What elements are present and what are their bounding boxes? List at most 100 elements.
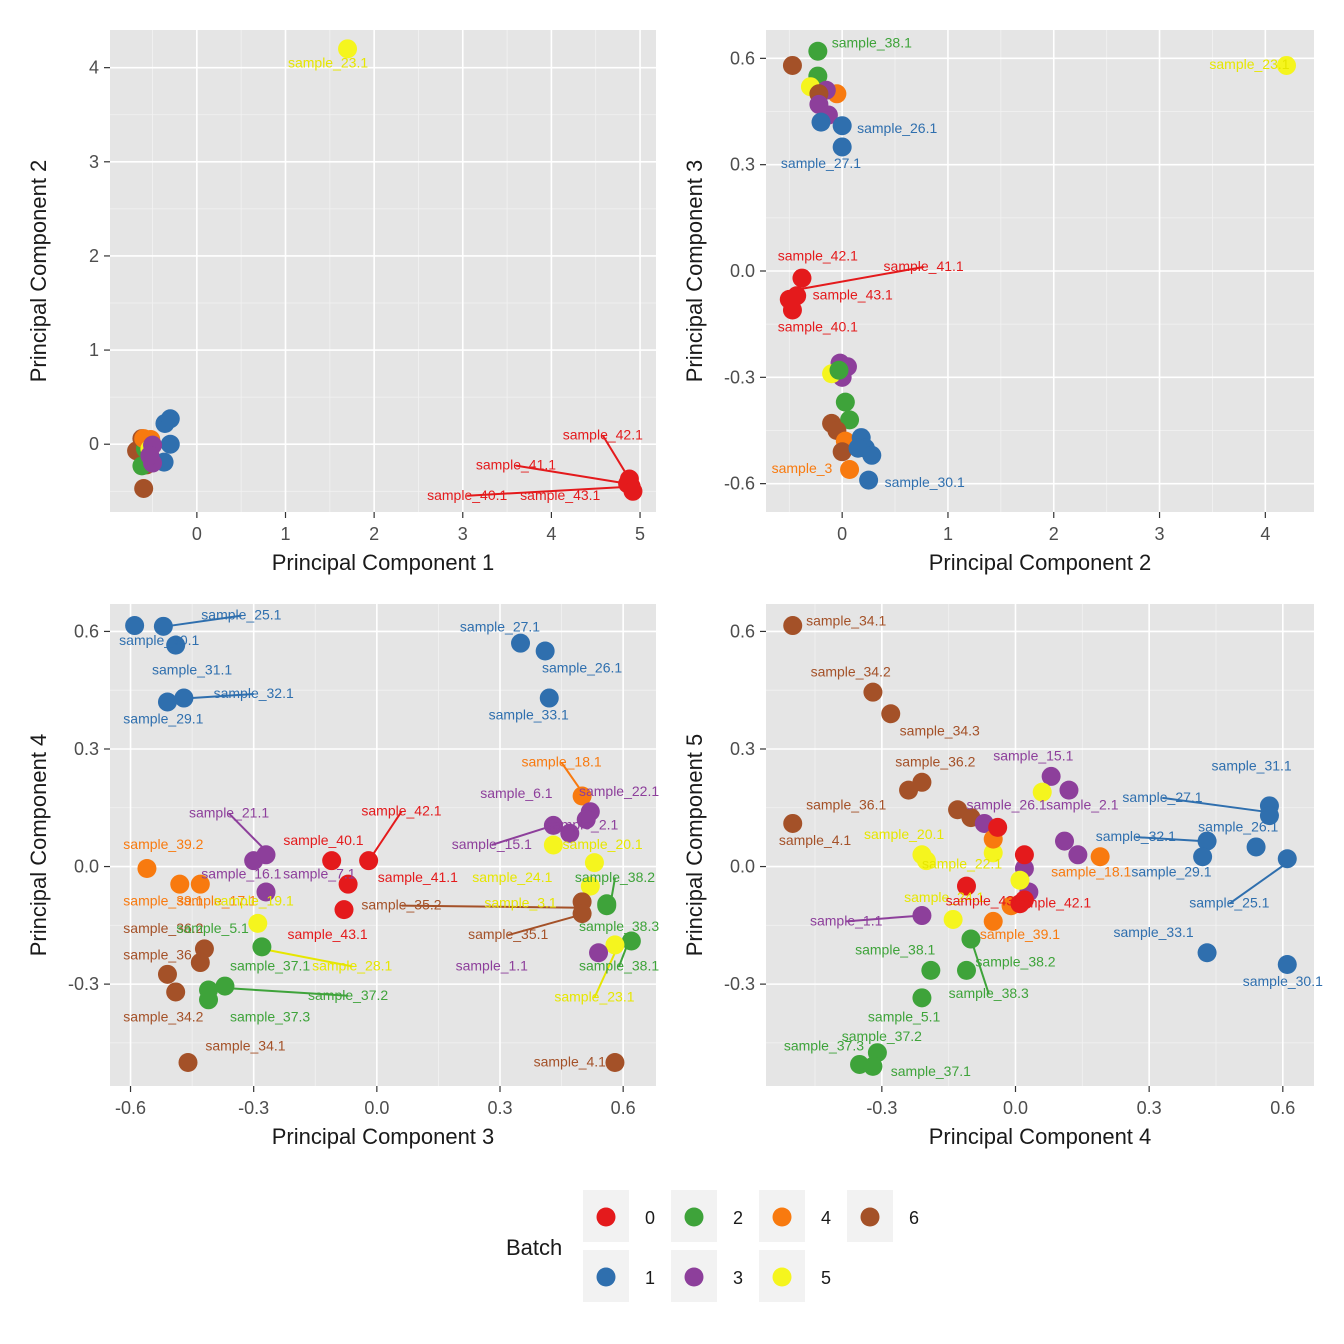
sample-point xyxy=(956,960,976,980)
sample-label: sample_1.1 xyxy=(810,912,883,928)
pca-panel-pc2-pc3: 0 1 2 3 4 -0.6 -0.3 0.0 0.3 0.6 Principal Componen… xyxy=(682,30,1314,575)
y-tick-label: 0.0 xyxy=(730,857,755,877)
sample-label: sample_6.1 xyxy=(480,785,553,801)
y-tick-label: 0.6 xyxy=(730,48,755,68)
sample-label: sample_40.1 xyxy=(283,832,363,848)
x-tick-label: 2 xyxy=(369,524,379,544)
sample-point xyxy=(174,688,194,708)
y-tick-label: 4 xyxy=(89,58,99,78)
sample-label: sample_36.1 xyxy=(123,946,203,962)
sample-label: sample_21.1 xyxy=(189,805,269,821)
sample-point xyxy=(535,641,555,661)
sample-point xyxy=(560,823,580,843)
sample-label: sample_37.2 xyxy=(308,987,388,1003)
y-tick-label: 2 xyxy=(89,246,99,266)
y-tick-label: 0 xyxy=(89,434,99,454)
sample-label: sample_41.1 xyxy=(378,869,458,885)
legend-label-1: 1 xyxy=(645,1268,655,1288)
sample-point xyxy=(539,688,559,708)
y-tick-label: 0.6 xyxy=(730,621,755,641)
sample-label: sample_37.2 xyxy=(842,1028,922,1044)
y-tick-label: -0.3 xyxy=(724,367,755,387)
y-tick-label: -0.3 xyxy=(68,974,99,994)
x-tick-label: 2 xyxy=(1049,524,1059,544)
sample-point xyxy=(153,616,173,636)
sample-point xyxy=(961,929,981,949)
sample-point xyxy=(605,1052,625,1072)
legend-label-6: 6 xyxy=(909,1208,919,1228)
sample-point xyxy=(881,704,901,724)
sample-label: sample_5.1 xyxy=(868,1008,941,1024)
sample-point xyxy=(1193,847,1213,867)
sample-label: sample_39.2 xyxy=(123,836,203,852)
sample-label: sample_43 xyxy=(946,893,1015,909)
x-tick-label: -0.6 xyxy=(115,1098,146,1118)
sample-label: sample_2.1 xyxy=(546,816,619,832)
legend-label-2: 2 xyxy=(733,1208,743,1228)
sample-point xyxy=(597,896,617,916)
sample-point xyxy=(157,964,177,984)
panel-background xyxy=(110,604,656,1086)
sample-point xyxy=(862,445,882,465)
sample-label: sample_26.1 xyxy=(542,660,622,676)
x-tick-label: 4 xyxy=(1260,524,1270,544)
label-leader-line xyxy=(1162,796,1266,813)
y-tick-label: 0.3 xyxy=(730,155,755,175)
sample-label: sample_38.1 xyxy=(832,35,912,51)
x-axis-title: Principal Component 1 xyxy=(272,550,495,575)
sample-label: sample_23.1 xyxy=(1209,56,1289,72)
sample-label: sample_20.1 xyxy=(864,826,944,842)
x-tick-label: 0.0 xyxy=(364,1098,389,1118)
sample-label: sample_42.1 xyxy=(563,427,643,443)
sample-label: sample_26.1 xyxy=(1198,818,1278,834)
sample-point xyxy=(199,990,219,1010)
sample-point xyxy=(782,300,802,320)
sample-point xyxy=(576,810,596,830)
sample-label: sample_40.1 xyxy=(778,318,858,334)
sample-point xyxy=(1246,837,1266,857)
sample-label: sample_27.1 xyxy=(460,618,540,634)
sample-point xyxy=(166,635,186,655)
sample-point xyxy=(840,410,860,430)
x-tick-label: 0 xyxy=(837,524,847,544)
batch-legend: Batch 0 2 4 6 1 3 5 xyxy=(506,1190,919,1302)
sample-label: sample_27.1 xyxy=(781,155,861,171)
x-axis-title: Principal Component 2 xyxy=(929,550,1152,575)
sample-point xyxy=(983,843,1003,863)
sample-point xyxy=(811,112,831,132)
sample-label: sample_38.2 xyxy=(575,869,655,885)
sample-label: sample_38.3 xyxy=(579,918,659,934)
sample-label: sample_34.1 xyxy=(205,1038,285,1054)
sample-label: sample_35.1 xyxy=(468,926,548,942)
sample-point xyxy=(1197,943,1217,963)
legend-title: Batch xyxy=(506,1235,562,1260)
sample-point xyxy=(190,874,210,894)
label-leader-line xyxy=(507,914,579,937)
x-tick-label: 4 xyxy=(546,524,556,544)
sample-label: sample_36.1 xyxy=(806,797,886,813)
sample-point xyxy=(190,953,210,973)
sample-label: sample_35.2 xyxy=(361,897,441,913)
x-axis-title: Principal Component 4 xyxy=(929,1124,1152,1149)
sample-point xyxy=(1041,766,1061,786)
label-leader-line xyxy=(467,485,632,497)
x-tick-label: 3 xyxy=(458,524,468,544)
y-tick-label: 3 xyxy=(89,152,99,172)
sample-label: sample_4.1 xyxy=(534,1053,607,1069)
sample-point xyxy=(338,39,358,59)
sample-label: sample_24.1 xyxy=(472,869,552,885)
sample-label: sample_26.1 xyxy=(857,120,937,136)
sample-label: sample_40.1 xyxy=(427,487,507,503)
sample-point xyxy=(1010,894,1030,914)
sample-point xyxy=(543,835,563,855)
sample-label: sample_1.1 xyxy=(456,957,529,973)
sample-point xyxy=(808,41,828,61)
sample-label: sample_27.1 xyxy=(1122,789,1202,805)
sample-label: sample_31.1 xyxy=(152,662,232,678)
pca-panel-pc3-pc4: -0.6 -0.3 0.0 0.3 0.6 -0.3 0.0 0.3 0.6 Principal … xyxy=(26,604,659,1149)
panel-background xyxy=(110,30,656,512)
y-tick-label: 0.3 xyxy=(74,739,99,759)
y-tick-label: 0.3 xyxy=(730,739,755,759)
sample-label: sample_30.1 xyxy=(1243,973,1323,989)
